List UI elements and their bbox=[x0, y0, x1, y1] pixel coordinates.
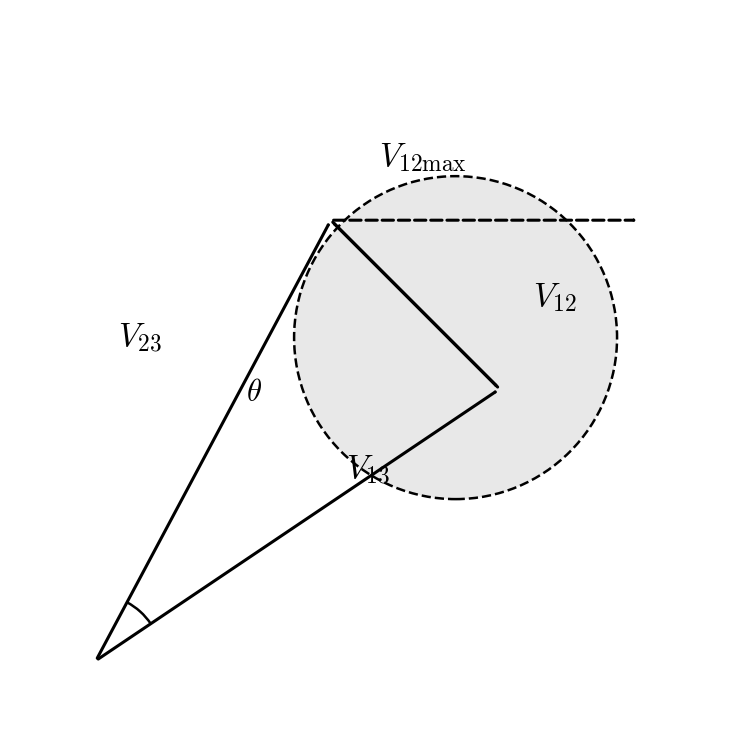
Text: $V_{13}$: $V_{13}$ bbox=[345, 454, 390, 486]
Text: $V_{12\mathrm{max}}$: $V_{12\mathrm{max}}$ bbox=[379, 142, 467, 174]
Text: $V_{12}$: $V_{12}$ bbox=[533, 281, 576, 313]
Text: $\theta$: $\theta$ bbox=[245, 378, 262, 407]
Circle shape bbox=[294, 176, 617, 499]
Text: $V_{23}$: $V_{23}$ bbox=[118, 321, 162, 354]
